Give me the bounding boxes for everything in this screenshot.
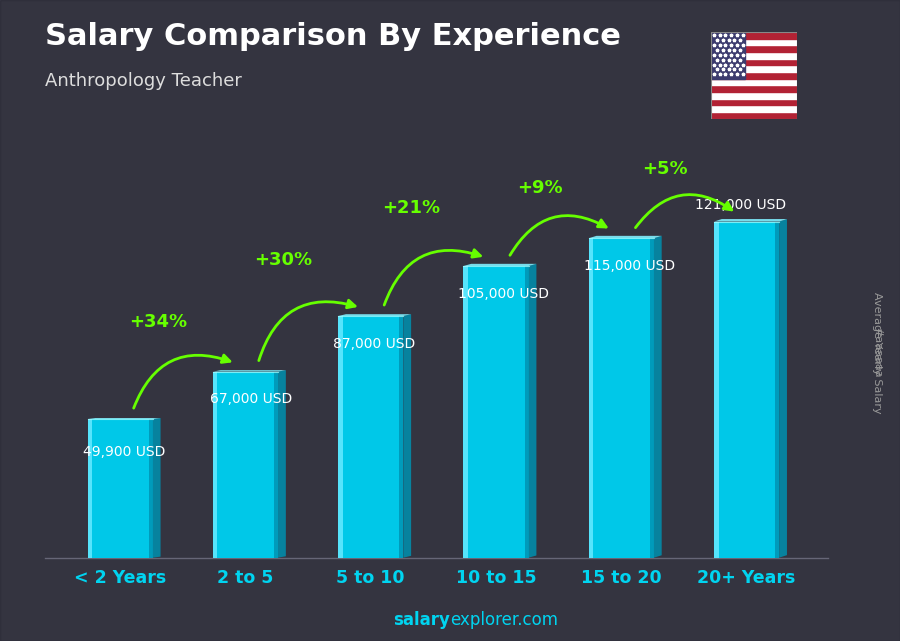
Text: 49,900 USD: 49,900 USD (83, 445, 165, 460)
Polygon shape (153, 418, 160, 558)
Bar (711, 32, 745, 79)
Polygon shape (87, 418, 160, 419)
Bar (711, 99, 796, 105)
Polygon shape (338, 316, 343, 558)
Bar (711, 79, 796, 85)
Text: +21%: +21% (382, 199, 440, 217)
Polygon shape (148, 419, 153, 558)
Polygon shape (213, 370, 286, 372)
Polygon shape (87, 419, 92, 558)
Text: salary: salary (393, 612, 450, 629)
Polygon shape (714, 219, 787, 222)
Polygon shape (714, 222, 718, 558)
Polygon shape (589, 238, 593, 558)
Polygon shape (650, 238, 654, 558)
Polygon shape (714, 222, 779, 558)
Polygon shape (464, 266, 528, 558)
Polygon shape (278, 370, 286, 558)
Bar (711, 32, 796, 38)
Bar (711, 65, 796, 72)
Text: 67,000 USD: 67,000 USD (211, 392, 292, 406)
Text: Salary Comparison By Experience: Salary Comparison By Experience (45, 22, 621, 51)
Polygon shape (338, 314, 411, 316)
Text: +9%: +9% (517, 179, 562, 197)
Text: 105,000 USD: 105,000 USD (458, 287, 549, 301)
Polygon shape (528, 264, 536, 558)
Text: +30%: +30% (254, 251, 312, 269)
Bar (711, 85, 796, 92)
Bar (711, 105, 796, 112)
Polygon shape (525, 266, 528, 558)
Text: 87,000 USD: 87,000 USD (333, 337, 416, 351)
Polygon shape (464, 266, 468, 558)
Bar (711, 46, 796, 52)
Text: +5%: +5% (643, 160, 688, 178)
Polygon shape (87, 419, 153, 558)
Polygon shape (654, 236, 662, 558)
Text: 115,000 USD: 115,000 USD (584, 259, 675, 273)
Bar (711, 52, 796, 59)
Bar (711, 72, 796, 79)
Text: #aaaaaa: #aaaaaa (872, 328, 883, 378)
Polygon shape (403, 314, 411, 558)
Polygon shape (589, 238, 654, 558)
Bar (711, 92, 796, 99)
Polygon shape (338, 316, 403, 558)
Text: Average Yearly Salary: Average Yearly Salary (872, 292, 883, 413)
Polygon shape (274, 372, 278, 558)
Polygon shape (400, 316, 403, 558)
Polygon shape (213, 372, 218, 558)
Polygon shape (589, 236, 662, 238)
Bar (711, 112, 796, 119)
Text: 121,000 USD: 121,000 USD (695, 198, 786, 212)
Bar (711, 38, 796, 46)
Bar (711, 59, 796, 65)
Polygon shape (213, 372, 278, 558)
Text: explorer.com: explorer.com (450, 612, 558, 629)
Text: Anthropology Teacher: Anthropology Teacher (45, 72, 242, 90)
Polygon shape (464, 264, 536, 266)
Polygon shape (779, 219, 787, 558)
Text: +34%: +34% (129, 313, 187, 331)
Polygon shape (775, 222, 779, 558)
